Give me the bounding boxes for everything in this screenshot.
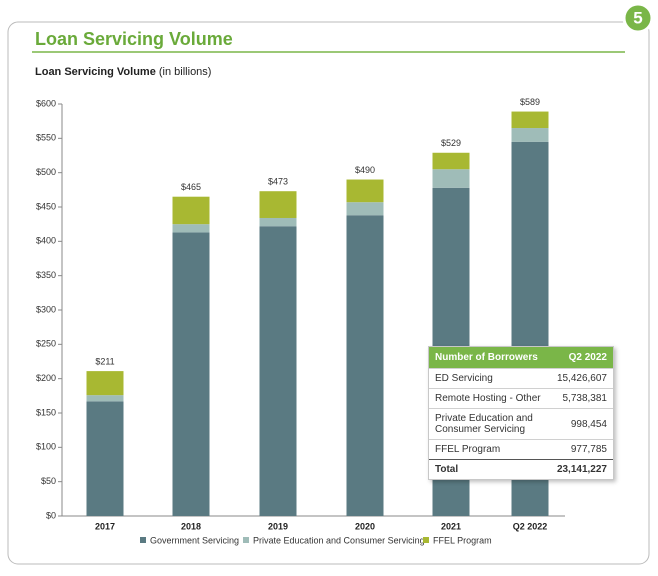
y-tick-label: $50 (41, 476, 56, 486)
legend-swatch (423, 537, 429, 543)
bar-segment (172, 224, 210, 233)
y-tick-label: $450 (36, 201, 56, 211)
table-row: Remote Hosting - Other 5,738,381 (429, 388, 613, 409)
y-tick-label: $100 (36, 442, 56, 452)
y-tick-label: $400 (36, 236, 56, 246)
y-tick-label: $350 (36, 270, 56, 280)
total-label: $529 (441, 138, 461, 148)
bar-segment (432, 152, 470, 170)
x-tick-label: 2020 (355, 521, 375, 531)
table: Number of Borrowers Q2 2022 ED Servicing 1… (429, 347, 613, 479)
table-cell: Remote Hosting - Other (429, 388, 551, 409)
page-title: Loan Servicing Volume (35, 29, 233, 49)
bar-segment (172, 196, 210, 225)
subtitle-main: Loan Servicing Volume (35, 66, 156, 78)
total-label: $211 (95, 356, 114, 366)
badge-circle (622, 2, 654, 34)
badge: 5 (633, 8, 642, 27)
x-tick-label: 2018 (181, 521, 201, 531)
legend-label: Private Education and Consumer Servicing (253, 535, 425, 545)
table-header: Number of Borrowers (429, 347, 551, 369)
bar-segment (259, 226, 297, 516)
legend-swatch (140, 537, 146, 543)
table-cell: Private Education and Consumer Servicing (429, 408, 551, 440)
subtitle-note: (in billions) (159, 66, 212, 78)
table-row: Private Education and Consumer Servicing… (429, 408, 613, 440)
legend-label: FFEL Program (433, 535, 492, 545)
x-tick-label: Q2 2022 (513, 521, 548, 531)
table-row: ED Servicing 15,426,607 (429, 368, 613, 389)
table-row: FFEL Program 977,785 (429, 439, 613, 460)
bar-segment (86, 371, 124, 396)
bar-segment (346, 215, 384, 517)
x-tick-label: 2019 (268, 521, 288, 531)
table-header: Q2 2022 (550, 347, 613, 369)
legend-label: Government Servicing (150, 535, 239, 545)
y-tick-label: $200 (36, 373, 56, 383)
table-cell: 977,785 (550, 439, 613, 460)
y-tick-label: $600 (36, 98, 56, 108)
total-label: $589 (520, 97, 540, 107)
y-tick-label: $300 (36, 304, 56, 314)
table-cell: 998,454 (550, 408, 613, 440)
bar-segment (86, 395, 124, 402)
legend-swatch (243, 537, 249, 543)
total-label: $465 (181, 182, 201, 192)
x-tick-label: 2021 (441, 521, 461, 531)
y-tick-label: $500 (36, 167, 56, 177)
y-tick-label: $150 (36, 407, 56, 417)
table-cell: 23,141,227 (550, 459, 613, 479)
bar-segment (346, 179, 384, 203)
table-cell: ED Servicing (429, 368, 551, 389)
bar-segment (86, 401, 124, 516)
bar-segment (259, 217, 297, 227)
table-cell: 5,738,381 (550, 388, 613, 409)
table-cell: FFEL Program (429, 439, 551, 460)
table-cell: Total (429, 459, 551, 479)
table-row: Total 23,141,227 (429, 459, 613, 479)
borrowers-table: Number of Borrowers Q2 2022 ED Servicing 1… (428, 346, 614, 480)
x-tick-label: 2017 (95, 521, 115, 531)
bar-segment (259, 191, 297, 218)
total-label: $490 (355, 165, 375, 175)
bar-segment (511, 128, 549, 142)
y-tick-label: $550 (36, 133, 56, 143)
bar-segment (511, 111, 549, 129)
total-label: $473 (268, 177, 288, 187)
chart-subtitle: Loan Servicing Volume (in billions) (35, 66, 211, 78)
y-tick-label: $0 (46, 510, 56, 520)
bar-segment (346, 202, 384, 216)
y-tick-label: $250 (36, 339, 56, 349)
bar-segment (432, 169, 470, 188)
table-cell: 15,426,607 (550, 368, 613, 389)
bar-segment (172, 232, 210, 516)
